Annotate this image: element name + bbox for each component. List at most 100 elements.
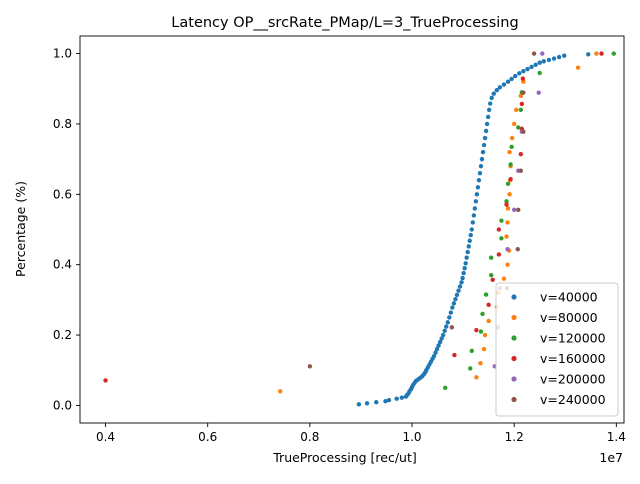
- x-tick-label: 0.6: [198, 430, 217, 444]
- axes-frame: [79, 35, 625, 424]
- data-point: [556, 54, 562, 60]
- data-point: [599, 51, 604, 56]
- data-point: [575, 65, 581, 70]
- data-point: [456, 288, 461, 293]
- data-point: [278, 389, 283, 394]
- data-point: [586, 52, 591, 57]
- data-point: [436, 343, 441, 348]
- series-3: [103, 51, 604, 383]
- data-point: [504, 202, 509, 207]
- data-point: [483, 292, 489, 297]
- data-point: [481, 142, 487, 148]
- data-point: [501, 276, 507, 281]
- data-point: [383, 398, 388, 404]
- data-point: [533, 62, 538, 68]
- data-point: [515, 247, 520, 252]
- data-point: [531, 51, 537, 56]
- data-point: [505, 262, 510, 267]
- data-point: [449, 325, 455, 330]
- data-point: [103, 378, 108, 383]
- data-point: [511, 207, 517, 212]
- data-point: [540, 51, 545, 56]
- data-point: [444, 324, 449, 329]
- legend-label: v=80000: [540, 310, 598, 325]
- data-point: [466, 244, 471, 249]
- data-point: [518, 152, 524, 157]
- data-point: [497, 85, 503, 90]
- legend-label: v=200000: [540, 372, 606, 387]
- data-point: [508, 162, 513, 167]
- legend-marker: [511, 396, 517, 403]
- data-point: [505, 247, 510, 252]
- data-point: [443, 385, 448, 391]
- y-tick-label: 0.6: [53, 187, 72, 201]
- data-point: [594, 51, 599, 56]
- data-point: [521, 90, 526, 95]
- data-point: [513, 73, 518, 79]
- data-point: [562, 53, 567, 58]
- x-tick-label: 0.8: [300, 430, 319, 444]
- data-point: [482, 332, 488, 338]
- data-point: [472, 206, 478, 211]
- y-tick-label: 0.0: [53, 398, 72, 412]
- y-tick-label: 0.8: [53, 117, 72, 131]
- data-point: [509, 144, 514, 150]
- data-point: [536, 90, 541, 95]
- chart-title: Latency OP__srcRate_PMap/L=3_TrueProcess…: [171, 15, 518, 31]
- data-point: [478, 163, 484, 169]
- data-point: [529, 64, 534, 70]
- data-point: [431, 353, 437, 359]
- data-point: [460, 275, 465, 281]
- data-point: [541, 59, 547, 64]
- data-point: [516, 125, 521, 130]
- data-point: [469, 227, 474, 232]
- data-point: [457, 284, 463, 289]
- data-point: [442, 328, 447, 334]
- data-point: [470, 220, 476, 225]
- data-point: [448, 310, 454, 315]
- legend: v=40000 v=80000 v=120000 v=160000 v=200000 v=…: [495, 282, 619, 417]
- data-point: [451, 301, 457, 306]
- data-point: [518, 168, 524, 173]
- data-point: [518, 107, 524, 113]
- data-point: [467, 238, 472, 243]
- data-point: [479, 156, 485, 162]
- data-point: [447, 315, 452, 320]
- y-axis-label: Percentage (%): [13, 181, 28, 277]
- x-axis-offset-label: 1e7: [599, 450, 623, 465]
- data-point: [491, 91, 496, 96]
- data-point: [521, 129, 526, 134]
- series-2: [443, 51, 616, 391]
- data-point: [486, 107, 492, 113]
- x-tick-label: 1.4: [607, 430, 626, 444]
- data-point: [476, 178, 482, 183]
- data-point: [463, 261, 468, 266]
- data-point: [516, 207, 521, 212]
- axes: 0.4 0.6 0.8 1.0 1.2 1.4 0.0 0.2 0.4 0.6 0.8 1.0: [53, 35, 626, 444]
- data-point: [507, 149, 512, 155]
- data-point: [518, 93, 524, 99]
- series-0: [356, 52, 591, 407]
- data-point: [469, 348, 474, 354]
- data-point: [496, 252, 502, 257]
- data-point: [505, 206, 511, 211]
- data-point: [453, 296, 458, 302]
- data-point: [459, 280, 464, 285]
- legend-label: v=40000: [540, 290, 598, 305]
- data-point: [517, 71, 522, 76]
- data-point: [439, 336, 444, 341]
- data-point: [521, 68, 526, 74]
- data-point: [486, 318, 491, 324]
- data-point: [394, 396, 399, 401]
- data-point: [551, 56, 557, 61]
- data-point: [499, 218, 504, 223]
- legend-label: v=240000: [540, 392, 606, 407]
- data-point: [481, 346, 487, 352]
- x-axis-label: TrueProcessing [rec/ut]: [272, 450, 417, 465]
- data-point: [511, 121, 517, 127]
- data-point: [537, 60, 542, 65]
- data-point: [484, 121, 490, 127]
- data-point: [509, 135, 515, 141]
- data-point: [489, 95, 494, 101]
- data-point: [483, 128, 489, 134]
